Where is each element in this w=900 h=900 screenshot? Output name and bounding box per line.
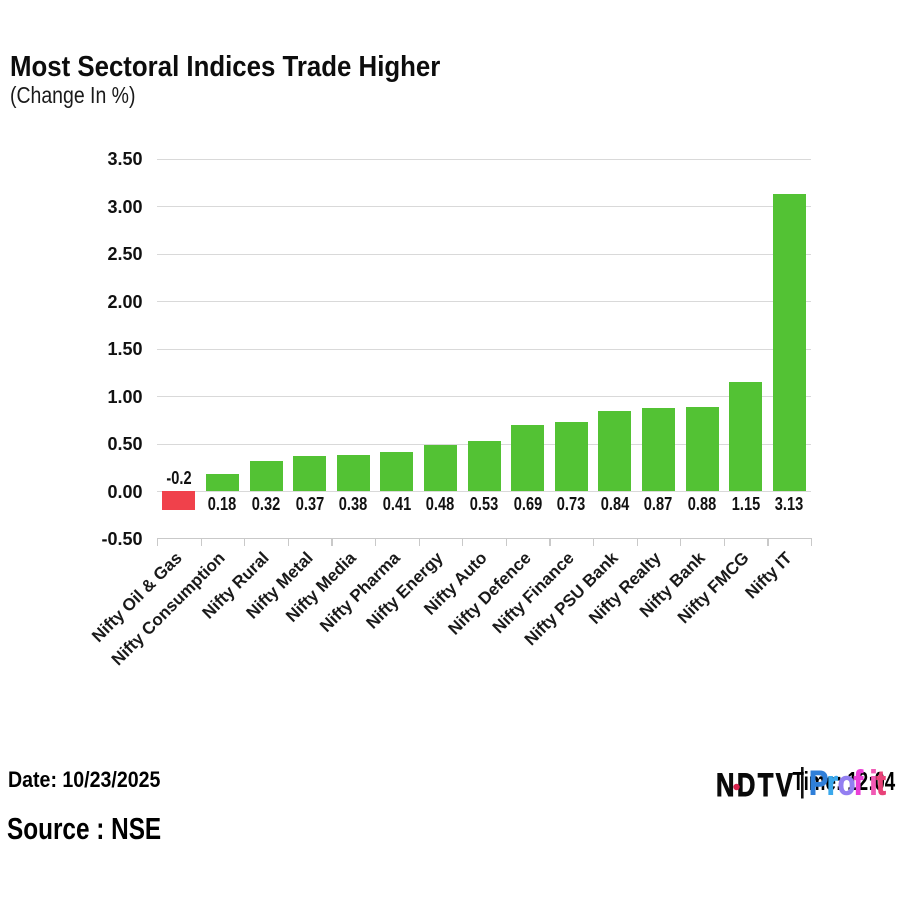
svg-text:t: t xyxy=(876,763,886,802)
svg-text:r: r xyxy=(827,763,838,802)
svg-text:o: o xyxy=(838,763,856,802)
svg-text:Time: 12:04: Time: 12:04 xyxy=(793,767,896,795)
svg-text:f: f xyxy=(854,763,864,802)
svg-text:NDTV: NDTV xyxy=(716,768,795,803)
svg-text:i: i xyxy=(870,763,878,802)
svg-text:P: P xyxy=(809,763,828,802)
